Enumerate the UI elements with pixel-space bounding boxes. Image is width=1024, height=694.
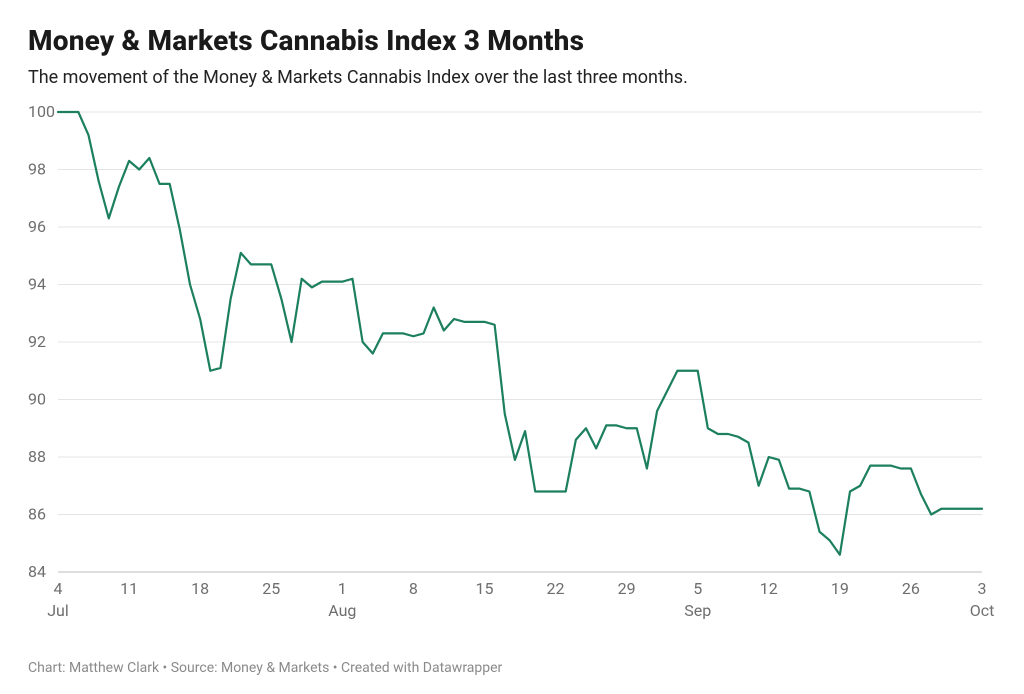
x-axis-month-label: Oct — [970, 601, 995, 620]
x-axis-tick-label: 22 — [547, 579, 565, 598]
series-line — [58, 112, 982, 555]
chart-subtitle: The movement of the Money & Markets Cann… — [28, 67, 996, 88]
x-axis-tick-label: 19 — [831, 579, 849, 598]
y-axis-tick-label: 84 — [28, 562, 46, 581]
x-axis-tick-label: 12 — [760, 579, 778, 598]
x-axis-month-label: Sep — [684, 601, 711, 620]
x-axis-tick-label: 1 — [338, 579, 347, 598]
y-axis-tick-label: 86 — [28, 505, 46, 524]
x-axis-tick-label: 26 — [902, 579, 920, 598]
x-axis-tick-label: 8 — [409, 579, 418, 598]
y-axis-tick-label: 100 — [28, 106, 55, 121]
y-axis-tick-label: 90 — [28, 390, 46, 409]
y-axis-tick-label: 88 — [28, 447, 46, 466]
y-axis-tick-label: 92 — [28, 332, 46, 351]
chart-title: Money & Markets Cannabis Index 3 Months — [28, 24, 996, 57]
y-axis-tick-label: 96 — [28, 217, 46, 236]
chart-footer-credit: Chart: Matthew Clark • Source: Money & M… — [28, 660, 502, 676]
x-axis-tick-label: 5 — [693, 579, 702, 598]
x-axis-tick-label: 29 — [618, 579, 636, 598]
x-axis-month-label: Aug — [328, 601, 356, 620]
x-axis-tick-label: 11 — [120, 579, 138, 598]
y-axis-tick-label: 98 — [28, 160, 46, 179]
x-axis-tick-label: 3 — [978, 579, 987, 598]
line-chart-svg: 8486889092949698100411182518152229512192… — [28, 106, 996, 626]
x-axis-tick-label: 4 — [54, 579, 63, 598]
y-axis-tick-label: 94 — [28, 275, 46, 294]
x-axis-month-label: Jul — [47, 601, 69, 620]
x-axis-tick-label: 25 — [262, 579, 280, 598]
chart-plot-area: 8486889092949698100411182518152229512192… — [28, 106, 996, 626]
x-axis-tick-label: 18 — [191, 579, 209, 598]
x-axis-tick-label: 15 — [475, 579, 493, 598]
